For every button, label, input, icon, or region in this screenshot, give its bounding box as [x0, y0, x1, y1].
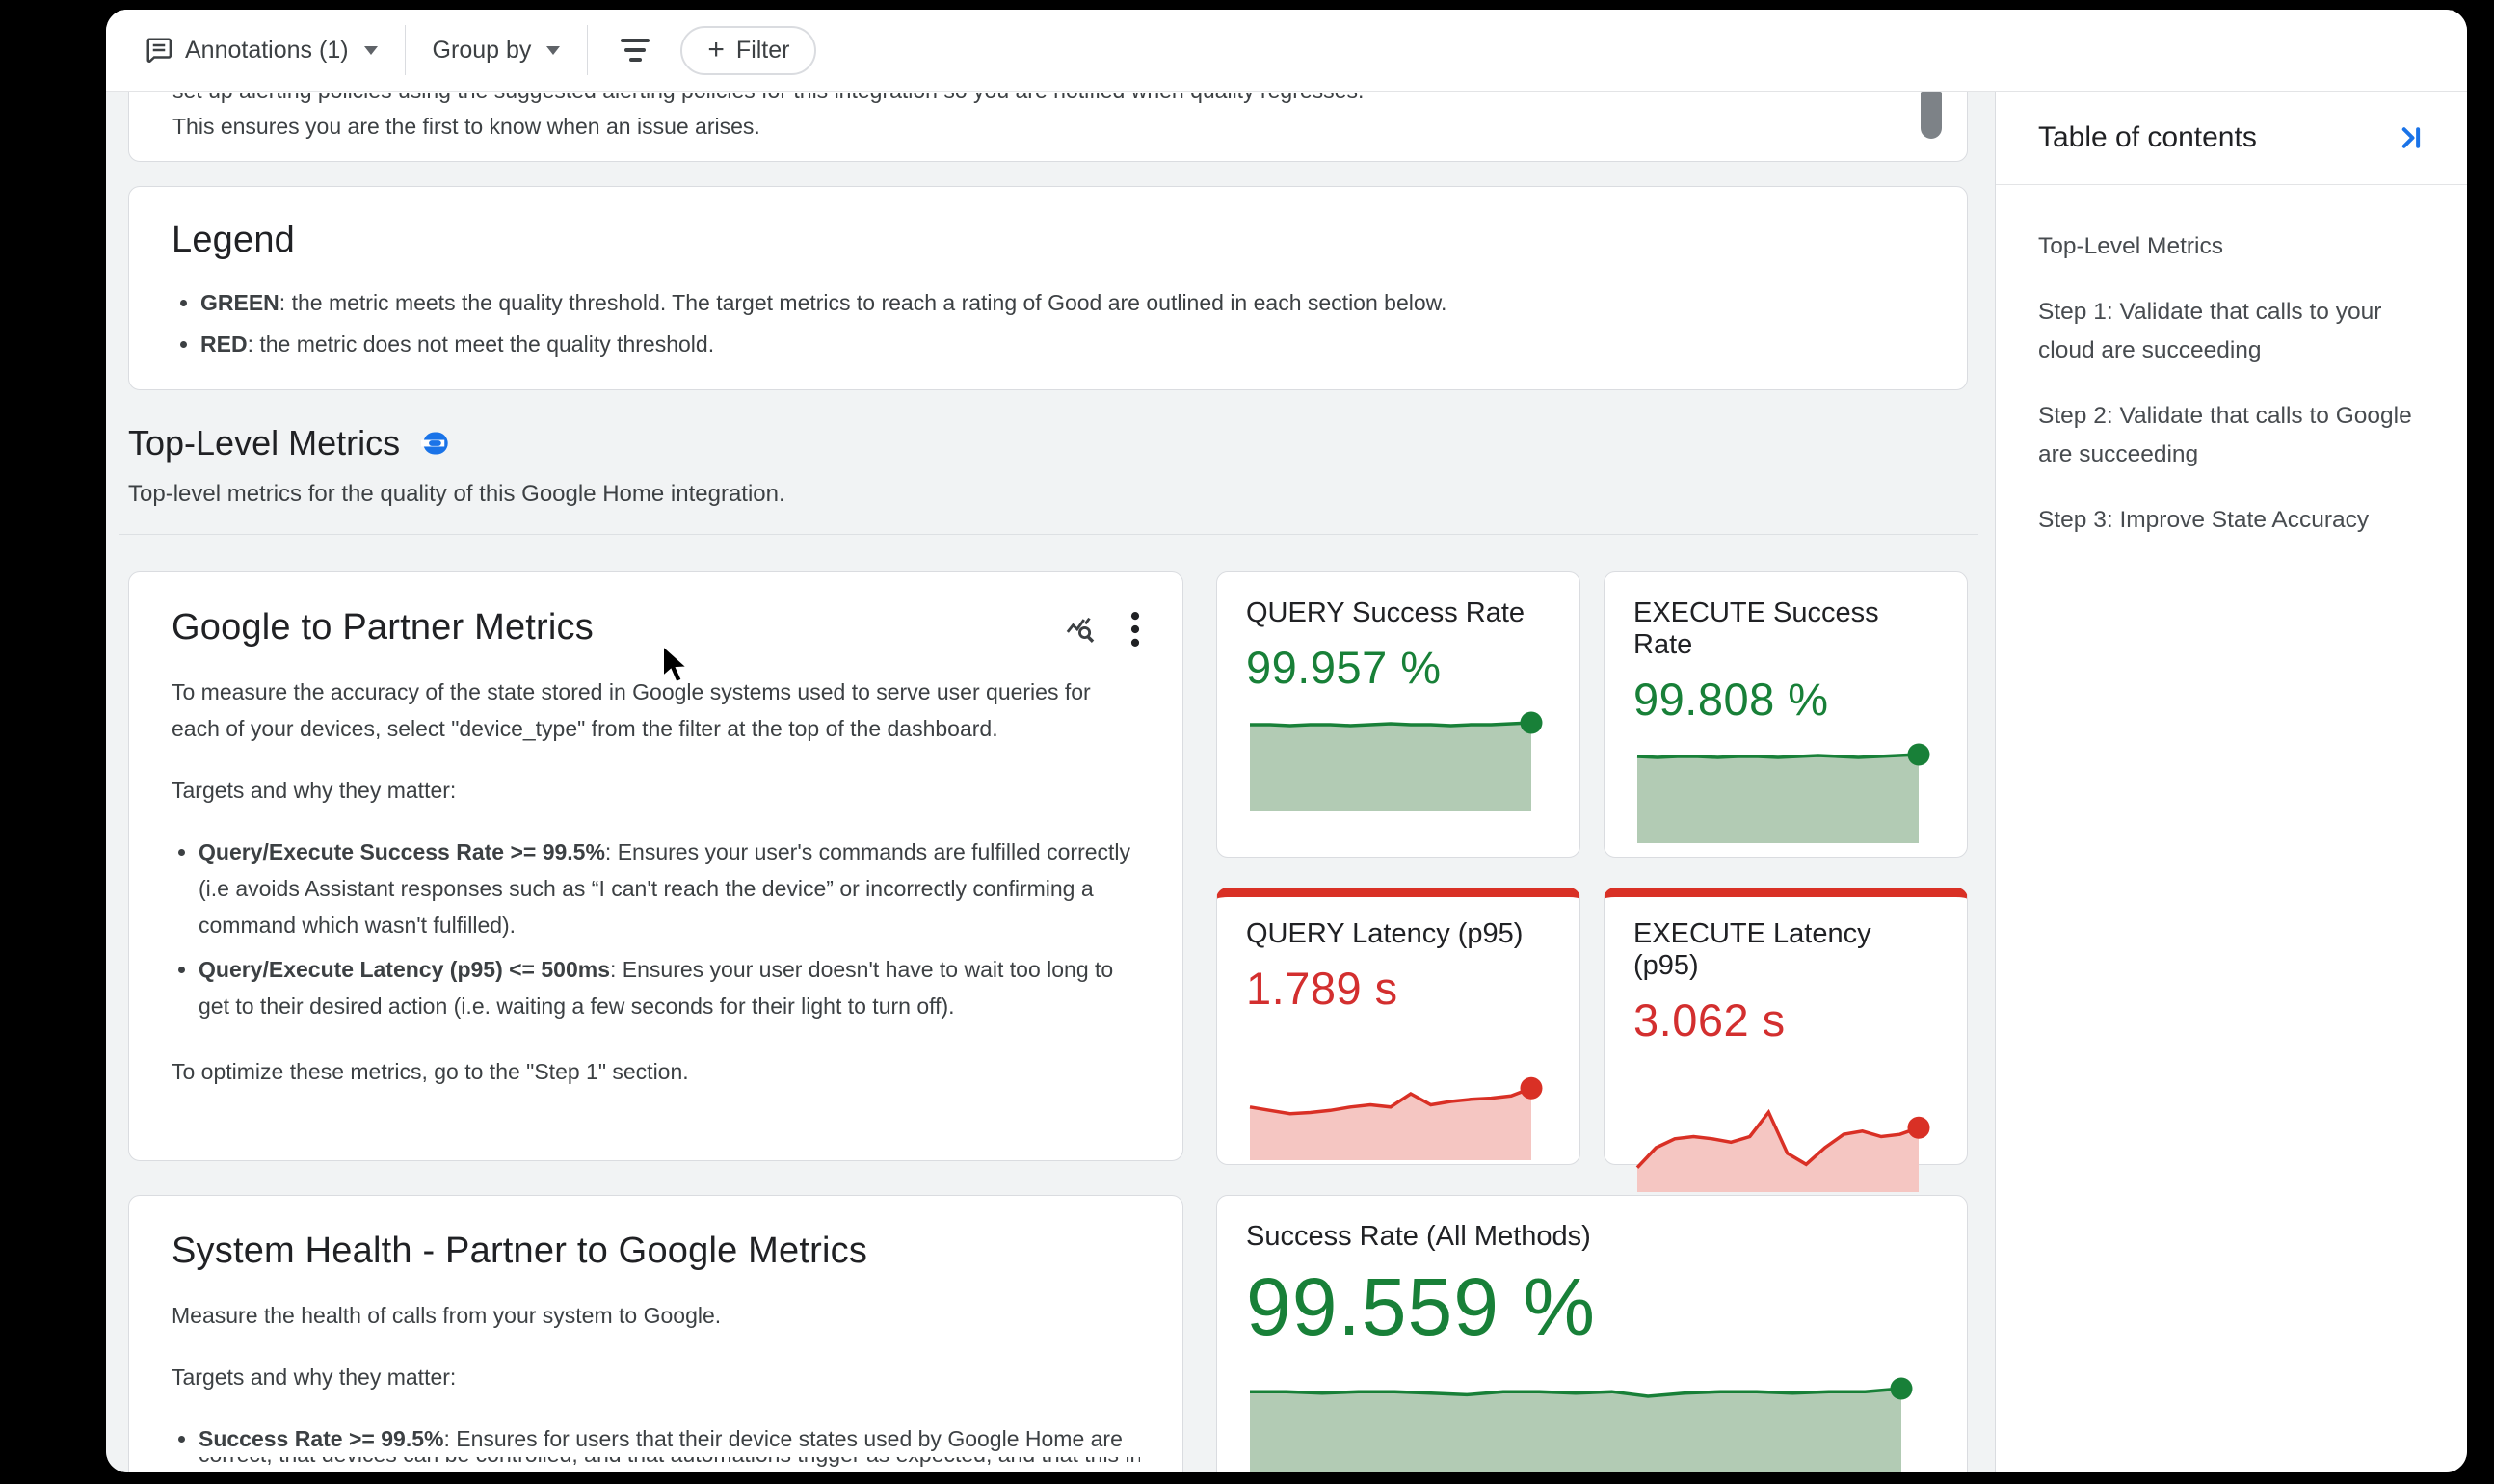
toc-item-list: Top-Level Metrics Step 1: Validate that …	[1996, 185, 2467, 540]
scorecard-query-latency: QUERY Latency (p95) 1.789 s	[1216, 888, 1580, 1165]
group-by-button[interactable]: Group by	[433, 37, 561, 65]
section-title: Top-Level Metrics	[128, 423, 401, 463]
g2p-targets-label: Targets and why they matter:	[172, 778, 457, 803]
scorecard-label: QUERY Latency (p95)	[1246, 918, 1524, 949]
clipped-text-line: set up alerting policies using the sugge…	[172, 93, 1924, 105]
legend-list: GREEN: the metric meets the quality thre…	[172, 290, 1924, 358]
section-divider	[119, 534, 1978, 535]
group-by-label: Group by	[432, 36, 532, 64]
clipped-text-line: correct, that devices can be controlled,…	[199, 1457, 1140, 1472]
chevron-down-icon	[546, 45, 561, 55]
section-link-icon[interactable]	[421, 430, 450, 457]
scorecard-value: 1.789 s	[1246, 963, 1398, 1014]
sparkline-chart	[1250, 1377, 1913, 1472]
alerting-card-text: This ensures you are the first to know w…	[172, 114, 760, 139]
system-bullet-success: Success Rate >= 99.5%: Ensures for users…	[199, 1420, 1140, 1472]
collapse-panel-icon[interactable]	[2396, 123, 2425, 152]
annotation-comment-icon	[146, 38, 172, 64]
sparkline-chart	[1249, 1076, 1543, 1160]
system-targets-label: Targets and why they matter:	[172, 1365, 457, 1390]
g2p-bullet-success: Query/Execute Success Rate >= 99.5%: Ens…	[199, 834, 1140, 943]
scorecard-value: 99.559 %	[1246, 1261, 1596, 1352]
toolbar-divider	[587, 25, 589, 75]
legend-card: Legend GREEN: the metric meets the quali…	[128, 186, 1968, 390]
toc-item-step-1[interactable]: Step 1: Validate that calls to your clou…	[2038, 299, 2382, 363]
toc-item-top-level-metrics[interactable]: Top-Level Metrics	[2038, 233, 2223, 259]
sparkline-chart	[1636, 743, 1930, 843]
add-filter-button[interactable]: + Filter	[680, 25, 817, 75]
scorecard-value: 3.062 s	[1633, 994, 1786, 1046]
toc-item-step-3[interactable]: Step 3: Improve State Accuracy	[2038, 507, 2370, 533]
g2p-card-title: Google to Partner Metrics	[172, 607, 594, 648]
more-options-icon[interactable]	[1130, 611, 1140, 648]
toc-item-step-2[interactable]: Step 2: Validate that calls to Google ar…	[2038, 403, 2412, 467]
g2p-paragraph: To measure the accuracy of the state sto…	[172, 679, 1091, 741]
vertical-scrollbar-thumb[interactable]	[1921, 92, 1942, 139]
scorecard-label: QUERY Success Rate	[1246, 597, 1526, 628]
section-subtitle: Top-level metrics for the quality of thi…	[128, 481, 785, 507]
alerting-card-partial: set up alerting policies using the sugge…	[128, 92, 1968, 162]
legend-item-green: GREEN: the metric meets the quality thre…	[200, 290, 1924, 316]
annotations-label: Annotations (1)	[185, 36, 349, 64]
scorecard-execute-latency: EXECUTE Latency (p95) 3.062 s	[1604, 888, 1968, 1192]
system-card-title: System Health - Partner to Google Metric…	[172, 1231, 868, 1271]
scorecard-value: 99.808 %	[1633, 674, 1829, 725]
g2p-bullets: Query/Execute Success Rate >= 99.5%: Ens…	[172, 834, 1140, 1024]
scorecard-label: EXECUTE Latency (p95)	[1633, 918, 1871, 981]
sparkline-chart	[1635, 1108, 1930, 1192]
dashboard-toolbar: Annotations (1) Group by + Filter	[106, 10, 2467, 92]
toolbar-divider	[404, 25, 406, 75]
g2p-footer: To optimize these metrics, go to the "St…	[172, 1059, 689, 1084]
legend-item-red: RED: the metric does not meet the qualit…	[200, 331, 1924, 358]
mouse-cursor	[662, 644, 690, 684]
system-paragraph: Measure the health of calls from your sy…	[172, 1303, 722, 1328]
scorecard-label: EXECUTE Success Rate	[1633, 597, 1879, 660]
dashboard-window: Annotations (1) Group by + Filter set up…	[106, 10, 2467, 1472]
metrics-explorer-icon[interactable]	[1065, 613, 1098, 646]
system-bullets: Success Rate >= 99.5%: Ensures for users…	[172, 1420, 1140, 1472]
scorecard-value: 99.957 %	[1246, 642, 1442, 693]
g2p-bullet-latency: Query/Execute Latency (p95) <= 500ms: En…	[199, 951, 1140, 1024]
toc-title: Table of contents	[2038, 121, 2257, 153]
sparkline-chart	[1250, 711, 1543, 811]
scorecard-query-success: QUERY Success Rate 99.957 %	[1216, 571, 1580, 858]
system-health-card: System Health - Partner to Google Metric…	[128, 1195, 1183, 1472]
legend-title: Legend	[172, 220, 296, 260]
filter-list-icon[interactable]	[615, 33, 655, 67]
scorecard-label: Success Rate (All Methods)	[1246, 1221, 1591, 1252]
scorecard-execute-success: EXECUTE Success Rate 99.808 %	[1604, 571, 1968, 858]
table-of-contents-panel: Table of contents Top-Level Metrics Step…	[1995, 92, 2467, 1472]
dashboard-scroll-area[interactable]: set up alerting policies using the sugge…	[106, 92, 1995, 1472]
chevron-down-icon	[363, 45, 378, 55]
scorecard-all-methods: Success Rate (All Methods) 99.559 %	[1216, 1195, 1968, 1472]
plus-icon: +	[707, 34, 725, 66]
google-to-partner-card: Google to Partner Metrics	[128, 571, 1183, 1161]
filter-button-label: Filter	[735, 36, 790, 64]
section-header: Top-Level Metrics	[128, 423, 450, 464]
annotations-button[interactable]: Annotations (1)	[145, 36, 378, 65]
